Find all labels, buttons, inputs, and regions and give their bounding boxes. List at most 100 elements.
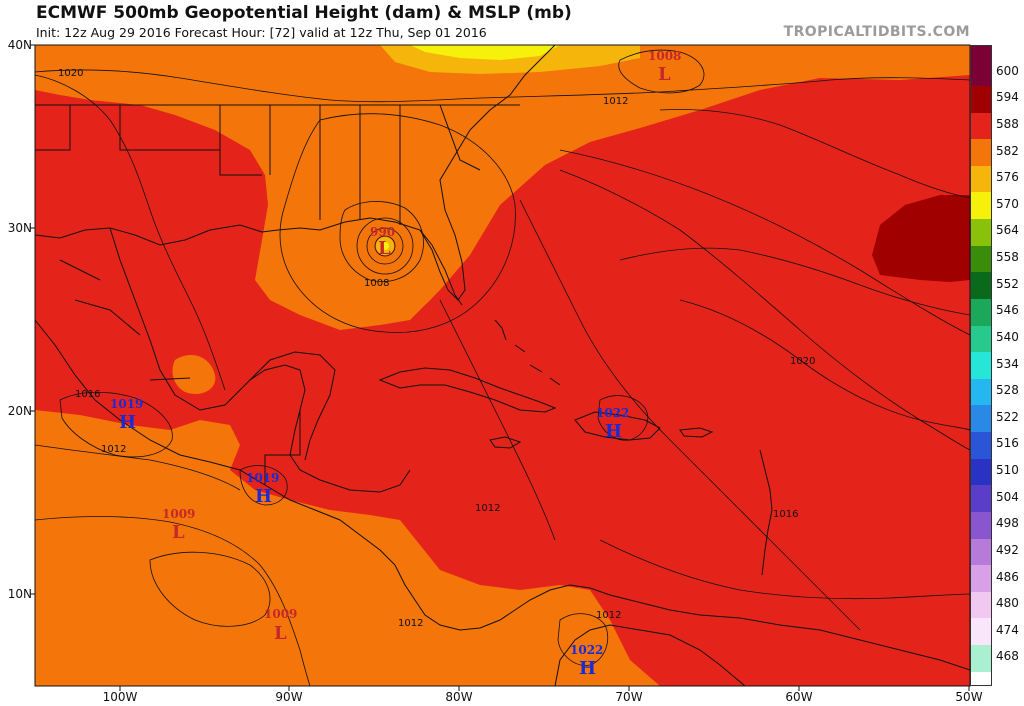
isobar-label: 1008 [364,278,389,289]
colorbar-label: 576 [996,170,1019,185]
low-center: 990 L [370,225,395,259]
colorbar-cell [971,538,991,566]
colorbar-label: 516 [996,436,1019,451]
colorbar-cell [971,511,991,539]
low-center: 1009 L [162,507,195,543]
height-594-east [872,195,970,282]
isobar-label: 1012 [603,96,628,107]
high-center: 1022 H [570,643,603,679]
low-symbol: L [658,64,671,85]
isobar-label: 1012 [398,618,423,629]
colorbar-label: 588 [996,116,1019,131]
high-center: 1019 H [246,471,279,507]
low-value: 1008 [648,49,681,63]
colorbar-label: 540 [996,329,1019,344]
colorbar-label: 522 [996,409,1019,424]
colorbar-cell [971,165,991,193]
high-value: 1019 [246,471,279,485]
low-symbol: L [378,238,391,259]
high-center: 1019 H [110,397,143,433]
colorbar-cell [971,432,991,459]
low-symbol: L [274,623,287,644]
colorbar-label: 492 [996,542,1019,557]
pressure-centers: 1008 L 990 L 1019 H 1019 H 1022 H 1009 L [110,49,681,679]
chart-title: ECMWF 500mb Geopotential Height (dam) & … [36,3,572,23]
colorbar-label: 498 [996,516,1019,531]
high-value: 1022 [596,406,629,420]
height-582-gulf [270,188,443,321]
lat-label-40n: 40N [7,38,32,52]
height-582-north [35,45,970,330]
lat-label-20n: 20N [7,404,32,418]
colorbar-cell [971,485,991,512]
colorbar-cell [971,219,991,246]
high-symbol: H [119,412,136,433]
colorbar-cell [971,139,991,166]
chart-subtitle: Init: 12z Aug 29 2016 Forecast Hour: [72… [36,25,487,40]
hurricane-eye [381,242,389,250]
lat-label-30n: 30N [7,221,32,235]
height-582-blob [172,355,216,395]
coastlines [35,45,970,686]
colorbar-cell [971,565,991,592]
isobar-label: 1020 [790,356,815,367]
colorbar-cell [971,618,991,646]
low-value: 1009 [162,507,195,521]
colorbar-label: 546 [996,303,1019,318]
colorbar-cell [971,325,991,353]
colorbar-cell [971,85,991,113]
lon-label-50w: 50W [955,690,983,704]
colorbar-label: 486 [996,569,1019,584]
high-value: 1022 [570,643,603,657]
colorbar-label: 552 [996,276,1019,291]
lon-label-80w: 80W [445,690,473,704]
axis-ticks [30,44,970,691]
height-colorbar [970,45,992,686]
colorbar-label: 582 [996,143,1019,158]
colorbar-label: 528 [996,383,1019,398]
colorbar-label: 504 [996,489,1019,504]
high-center: 1022 H [596,406,629,442]
colorbar-cell [971,405,991,433]
brand-watermark: TROPICALTIDBITS.COM [783,24,970,40]
height-588-west [35,100,255,330]
colorbar-cell [971,112,991,140]
isobars [35,49,970,686]
lon-label-70w: 70W [615,690,643,704]
height-570-northeast [410,45,560,60]
lon-label-100w: 100W [102,690,138,704]
colorbar-cell [971,591,991,619]
lon-label-60w: 60W [785,690,813,704]
colorbar-label: 600 [996,63,1019,78]
colorbar-label: 480 [996,596,1019,611]
isobar-labels: 1020 1012 1008 1016 1012 1012 1020 1016 … [58,68,815,629]
high-symbol: H [255,486,272,507]
high-symbol: H [605,421,622,442]
lat-label-10n: 10N [7,587,32,601]
colorbar-cell [971,46,991,60]
colorbar-cell [971,59,991,86]
isobar-label: 1012 [101,444,126,455]
isobar-label: 1016 [773,509,798,520]
low-value: 990 [370,225,395,239]
lon-label-90w: 90W [275,690,303,704]
colorbar-cell [971,645,991,672]
isobar-label: 1012 [475,503,500,514]
low-symbol: L [172,522,185,543]
colorbar-cell [971,192,991,220]
colorbar-cell [971,378,991,406]
colorbar-label: 570 [996,196,1019,211]
isobar-label: 1012 [596,610,621,621]
colorbar-label: 564 [996,223,1019,238]
colorbar-cell [971,352,991,379]
low-center: 1008 L [648,49,681,85]
colorbar-label: 468 [996,649,1019,664]
colorbar-label: 594 [996,90,1019,105]
colorbar-cell [971,458,991,486]
colorbar-label: 558 [996,250,1019,264]
colorbar-label: 534 [996,356,1019,371]
colorbar-cell [971,298,991,326]
colorbar-cell [971,272,991,299]
isobar-label: 1016 [75,389,100,400]
